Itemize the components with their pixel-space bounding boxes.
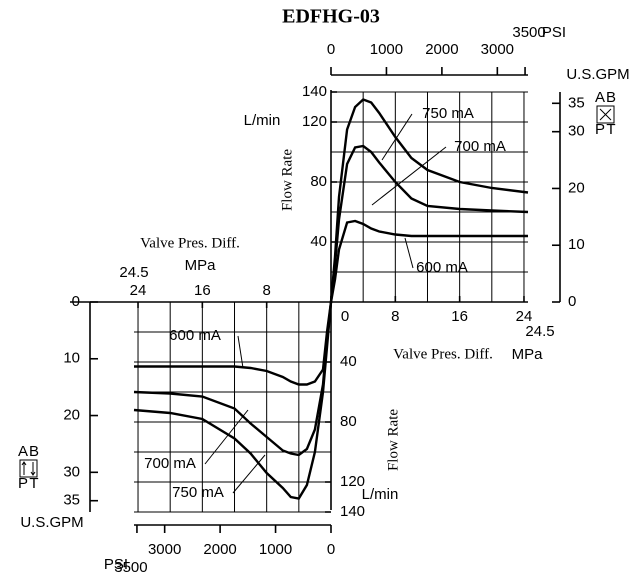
y-axis-unit: L/min — [244, 112, 281, 129]
y-tick-label: 140 — [302, 83, 327, 100]
x-tick-label: 24 — [130, 282, 147, 299]
valve-port-label: B — [606, 89, 616, 106]
y2-tick-label: 35 — [568, 94, 585, 111]
series-label: 700 mA — [144, 455, 196, 472]
x2-tick-label: 0 — [327, 41, 335, 58]
leader-line — [237, 335, 244, 369]
series-label: 750 mA — [172, 484, 224, 501]
x2-tick-label: 3000 — [148, 541, 181, 558]
x2-tick-label: 2000 — [425, 41, 458, 58]
y-axis-title: Flow Rate — [385, 409, 401, 471]
leader-line — [404, 237, 414, 269]
x2-axis-unit: PSI — [542, 24, 566, 41]
curve — [133, 301, 333, 457]
curve — [133, 301, 333, 500]
y2-tick-label: 20 — [568, 179, 585, 196]
valve-port-label: T — [29, 475, 38, 492]
y2-tick-label: 10 — [568, 236, 585, 253]
valve-arrows — [21, 461, 36, 476]
y2-axis-unit: U.S.GPM — [20, 514, 83, 531]
x2-tick-label: 1000 — [370, 41, 403, 58]
chart-title: EDFHG-03 — [282, 6, 380, 28]
curve — [134, 301, 333, 386]
x-limit-label: 24.5 — [525, 323, 554, 340]
x-axis-title: Valve Pres. Diff. — [393, 346, 493, 362]
series-label: 600 mA — [416, 259, 468, 276]
curve — [329, 219, 528, 303]
x2-tick-label: 1000 — [259, 541, 292, 558]
y2-axis-unit: U.S.GPM — [566, 66, 629, 83]
valve-port-label: P — [595, 121, 605, 138]
valve-symbol — [19, 459, 38, 478]
curve — [329, 144, 529, 303]
x2-tick-label: 0 — [327, 541, 335, 558]
x2-tick-label: 2000 — [203, 541, 236, 558]
x-tick-label: 24 — [516, 308, 533, 325]
valve-arrows — [599, 108, 612, 121]
y-tick-label: 40 — [310, 233, 327, 250]
valve-port-label: P — [18, 475, 28, 492]
series-label: 600 mA — [169, 327, 221, 344]
y-tick-label: 120 — [340, 473, 365, 490]
y2-tick-label: 30 — [63, 463, 80, 480]
series-label: 700 mA — [454, 138, 506, 155]
y2-tick-label: 0 — [568, 293, 576, 310]
y-tick-label: 120 — [302, 113, 327, 130]
y2-tick-label: 20 — [63, 407, 80, 424]
x-tick-label: 8 — [391, 308, 399, 325]
y2-tick-label: 10 — [63, 350, 80, 367]
x-limit-label: 24.5 — [119, 264, 148, 281]
x-axis-unit: MPa — [512, 346, 544, 363]
x-axis-unit: MPa — [185, 257, 217, 274]
y2-tick-label: 0 — [72, 293, 80, 310]
leader-line — [232, 454, 266, 494]
y-tick-label: 80 — [340, 413, 357, 430]
x-tick-label: 8 — [263, 282, 271, 299]
valve-port-label: A — [18, 443, 28, 460]
y-tick-label: 80 — [310, 173, 327, 190]
x-tick-label: 16 — [451, 308, 468, 325]
x2-tick-label: 3000 — [481, 41, 514, 58]
x-tick-label: 16 — [194, 282, 211, 299]
x-tick-label: 0 — [341, 308, 349, 325]
valve-port-label: B — [29, 443, 39, 460]
leader-line — [204, 409, 249, 465]
x2-tick-label: 3500 — [512, 24, 545, 41]
leader-line — [371, 146, 447, 206]
x2-axis-unit: PSI — [104, 556, 128, 573]
leader-line — [381, 113, 413, 161]
y-tick-label: 140 — [340, 503, 365, 520]
valve-port-label: T — [606, 121, 615, 138]
y-tick-label: 40 — [340, 353, 357, 370]
chart-title: EDFHG-04 — [282, 580, 380, 581]
x2-tick-label: 3500 — [114, 559, 147, 576]
curve — [329, 98, 529, 303]
y-axis-title: Flow Rate — [279, 149, 295, 211]
series-label: 750 mA — [422, 105, 474, 122]
y2-tick-label: 35 — [63, 492, 80, 509]
y2-tick-label: 30 — [568, 123, 585, 140]
valve-symbol — [596, 105, 615, 124]
y-axis-unit: L/min — [362, 486, 399, 503]
x-axis-title: Valve Pres. Diff. — [140, 235, 240, 251]
valve-port-label: A — [595, 89, 605, 106]
